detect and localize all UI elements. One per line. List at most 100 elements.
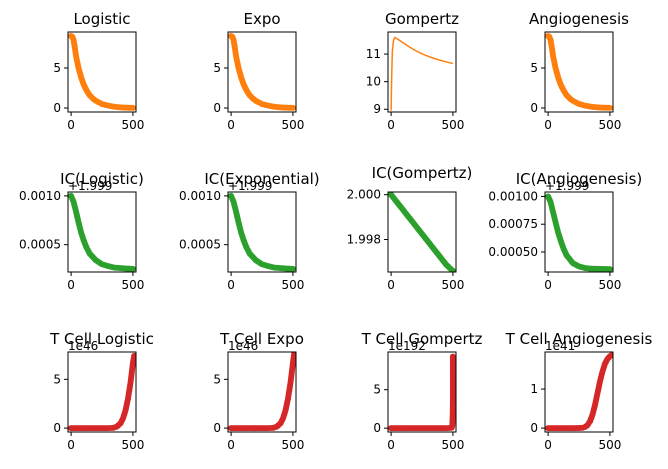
data-point xyxy=(129,104,136,111)
y-tick-label: 0 xyxy=(530,421,538,435)
subplot-title: T Cell Gompertz xyxy=(361,330,483,348)
series-markers xyxy=(388,353,456,432)
subplot-title: Expo xyxy=(243,10,280,28)
subplot-title: IC(Gompertz) xyxy=(372,164,473,182)
axes-frame xyxy=(67,31,137,113)
data-point xyxy=(291,352,296,357)
x-tick-label: 0 xyxy=(387,118,395,132)
y-tick-label: 0.00050 xyxy=(488,245,538,259)
y-tick-label: 0.0005 xyxy=(19,238,61,252)
axes-frame xyxy=(544,351,614,433)
data-point xyxy=(129,265,136,272)
axes-frame xyxy=(544,191,614,273)
axis-offset-label: +1.999 xyxy=(228,179,272,193)
axes-frame xyxy=(227,191,297,273)
data-point xyxy=(449,353,456,360)
subplot-title: IC(Exponential) xyxy=(204,170,319,188)
series-markers xyxy=(228,33,296,111)
subplot: IC(Logistic)+1.999 0 500 0.0005 0.0010 xyxy=(19,170,144,292)
subplot: IC(Exponential)+1.999 0 500 0.0005 0.0010 xyxy=(179,170,320,292)
x-tick-label: 500 xyxy=(121,278,144,292)
subplot-title: IC(Angiogenesis) xyxy=(516,170,643,188)
x-tick-label: 0 xyxy=(227,278,235,292)
subplot-title: Logistic xyxy=(73,10,130,28)
data-point xyxy=(289,265,296,272)
axes-frame xyxy=(227,351,297,433)
x-tick-label: 0 xyxy=(387,438,395,452)
axis-offset-label: 1e192 xyxy=(388,339,426,353)
axis-offset-label: 1e46 xyxy=(228,339,258,353)
y-tick-label: 1 xyxy=(530,382,538,396)
x-tick-label: 500 xyxy=(281,278,304,292)
subplot-title: T Cell Angiogenesis xyxy=(505,330,653,348)
x-tick-label: 500 xyxy=(281,438,304,452)
subplot-title: IC(Logistic) xyxy=(60,170,144,188)
data-point xyxy=(289,104,296,111)
axes-frame xyxy=(387,31,457,113)
data-point xyxy=(608,352,613,359)
x-tick-label: 0 xyxy=(544,278,552,292)
y-tick-label: 5 xyxy=(213,372,221,386)
x-tick-label: 0 xyxy=(387,278,395,292)
y-tick-label: 2.000 xyxy=(347,188,381,202)
y-tick-label: 0 xyxy=(53,101,61,115)
subplot-title: T Cell Logistic xyxy=(49,330,154,348)
y-tick-label: 0.0005 xyxy=(179,238,221,252)
y-tick-label: 0 xyxy=(373,421,381,435)
axes-frame xyxy=(387,191,457,273)
series-markers xyxy=(68,33,136,111)
series-markers xyxy=(68,352,136,432)
series-markers xyxy=(68,192,136,272)
series-markers xyxy=(228,352,296,432)
y-tick-label: 0.0010 xyxy=(179,189,221,203)
y-tick-label: 5 xyxy=(373,383,381,397)
subplot: IC(Gompertz) 0 500 1.998 2.000 xyxy=(347,164,473,292)
series-markers xyxy=(228,192,296,272)
axes-frame xyxy=(227,31,297,113)
x-tick-label: 500 xyxy=(441,118,464,132)
y-tick-label: 10 xyxy=(366,75,381,89)
y-tick-label: 0 xyxy=(53,421,61,435)
x-tick-label: 500 xyxy=(281,118,304,132)
y-tick-label: 0.0010 xyxy=(19,189,61,203)
axis-offset-label: +1.999 xyxy=(68,179,112,193)
x-tick-label: 0 xyxy=(67,438,75,452)
y-tick-label: 0 xyxy=(213,101,221,115)
x-tick-label: 500 xyxy=(441,278,464,292)
y-tick-label: 0 xyxy=(530,101,538,115)
subplot-title: T Cell Expo xyxy=(219,330,304,348)
axis-offset-label: +1.999 xyxy=(545,179,589,193)
x-tick-label: 0 xyxy=(227,118,235,132)
subplot-title: Angiogenesis xyxy=(529,10,629,28)
y-tick-label: 11 xyxy=(366,47,381,61)
x-tick-label: 0 xyxy=(544,118,552,132)
x-tick-label: 500 xyxy=(598,118,621,132)
y-tick-label: 5 xyxy=(530,61,538,75)
axes-frame xyxy=(544,31,614,113)
series-markers xyxy=(388,192,456,272)
subplot-title: Gompertz xyxy=(385,10,459,28)
axes-frame xyxy=(387,351,457,433)
data-point xyxy=(606,104,613,111)
y-tick-label: 1.998 xyxy=(347,233,381,247)
x-tick-label: 500 xyxy=(121,118,144,132)
x-tick-label: 0 xyxy=(227,438,235,452)
x-tick-label: 500 xyxy=(121,438,144,452)
subplot: Logistic 0 500 0 5 xyxy=(53,10,144,132)
subplot: IC(Angiogenesis)+1.999 0 500 0.00050 0.00075… xyxy=(488,170,642,292)
subplot: Angiogenesis 0 500 0 5 xyxy=(529,10,629,132)
subplot: Expo 0 500 0 5 xyxy=(213,10,304,132)
x-tick-label: 500 xyxy=(598,438,621,452)
axis-offset-label: 1e46 xyxy=(68,339,98,353)
y-tick-label: 0.00075 xyxy=(488,217,538,231)
axis-offset-label: 1e41 xyxy=(545,339,575,353)
series-line xyxy=(390,36,454,111)
x-tick-label: 0 xyxy=(544,438,552,452)
y-tick-label: 5 xyxy=(213,61,221,75)
data-point xyxy=(606,266,613,272)
